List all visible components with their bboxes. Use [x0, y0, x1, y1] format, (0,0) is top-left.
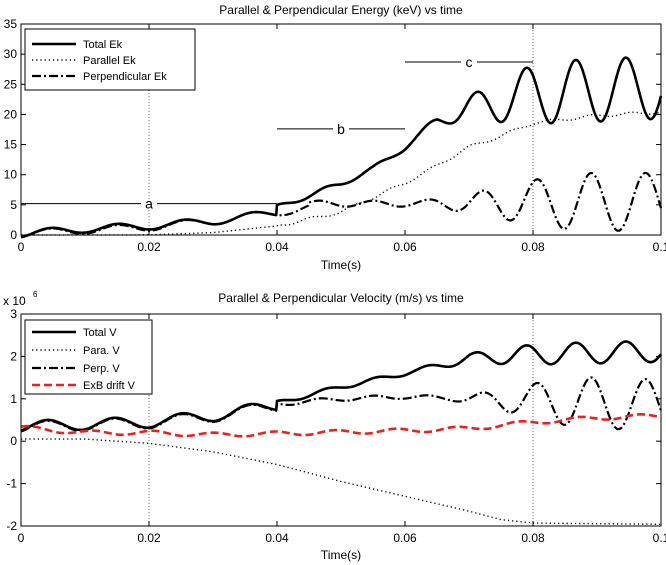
legend-parallel-ek-label: Parallel Ek	[83, 55, 136, 67]
velocity-series	[20, 340, 663, 525]
energy-ytick-label: 15	[4, 138, 18, 152]
annotation-b-label: b	[337, 121, 345, 137]
legend-total-v-label: Total V	[83, 327, 117, 339]
velocity-ytick-label: -2	[6, 519, 17, 533]
energy-ytick-label: 0	[10, 228, 17, 242]
energy-ytick-label: 20	[4, 107, 18, 121]
velocity-xtick-label: 0.08	[521, 531, 545, 545]
energy-xtick-label: 0.02	[137, 240, 161, 254]
energy-plot: Parallel & Perpendicular Energy (keV) vs…	[4, 3, 666, 272]
velocity-series-total-v	[20, 340, 663, 432]
velocity-xtick-label: 0.02	[137, 531, 161, 545]
energy-axes-box	[20, 23, 662, 236]
energy-ytick-label: 5	[10, 198, 17, 212]
energy-series-total-ek	[20, 56, 663, 239]
velocity-exponent-power: 6	[33, 290, 38, 299]
energy-xtick-label: 0.08	[521, 240, 545, 254]
velocity-exponent-label: x 10	[3, 294, 26, 308]
velocity-xlabel: Time(s)	[321, 548, 361, 562]
velocity-ytick-label: 0	[10, 434, 17, 448]
energy-ytick-label: 35	[4, 17, 18, 31]
energy-legend: Total Ek Parallel Ek Perpendicular Ek	[24, 28, 196, 91]
energy-series-perpendicular-ek	[20, 171, 663, 239]
velocity-title: Parallel & Perpendicular Velocity (m/s) …	[218, 291, 464, 305]
velocity-xtick-label: 0.06	[393, 531, 417, 545]
energy-xlabel: Time(s)	[321, 258, 361, 272]
velocity-xtick-label: 0.04	[265, 531, 289, 545]
legend-total-ek-label: Total Ek	[83, 39, 123, 51]
energy-series	[20, 56, 663, 239]
energy-ytick-label: 25	[4, 77, 18, 91]
velocity-marker-lines	[148, 314, 534, 526]
velocity-series-perp-v	[20, 376, 663, 433]
energy-title: Parallel & Perpendicular Energy (keV) vs…	[219, 3, 463, 17]
velocity-ytick-label: 1	[10, 392, 17, 406]
velocity-axes-box	[20, 313, 662, 527]
annotation-c-label: c	[466, 54, 473, 70]
energy-ticks: 0 0.02 0.04 0.06 0.08 0.1 0 5 10 15 20 25 30 35	[4, 17, 666, 254]
velocity-ytick-label: 2	[10, 349, 17, 363]
velocity-xtick-label: 0	[18, 531, 25, 545]
energy-series-parallel-ek	[21, 111, 662, 236]
energy-xtick-label: 0.04	[265, 240, 289, 254]
legend-exb-drift-v-label: ExB drift V	[83, 380, 136, 392]
energy-annotations: a b c	[21, 54, 533, 212]
energy-marker-lines	[148, 24, 534, 235]
velocity-plot: Parallel & Perpendicular Velocity (m/s) …	[3, 290, 666, 562]
velocity-ytick-label: 3	[10, 307, 17, 321]
legend-perpendicular-ek-label: Perpendicular Ek	[83, 71, 167, 83]
velocity-xtick-label: 0.1	[653, 531, 666, 545]
legend-para-v-label: Para. V	[83, 345, 120, 357]
velocity-ytick-label: -1	[6, 477, 17, 491]
energy-xtick-label: 0.1	[653, 240, 666, 254]
legend-perp-v-label: Perp. V	[83, 363, 120, 375]
energy-xtick-label: 0	[18, 240, 25, 254]
velocity-series-para-v	[21, 438, 661, 525]
energy-xtick-label: 0.06	[393, 240, 417, 254]
velocity-ticks: 0 0.02 0.04 0.06 0.08 0.1 -2 -1 0 1 2 3	[6, 307, 666, 545]
energy-ytick-label: 10	[4, 168, 18, 182]
annotation-a-label: a	[145, 196, 153, 212]
velocity-legend: Total V Para. V Perp. V ExB drift V	[24, 319, 153, 395]
energy-ytick-label: 30	[4, 47, 18, 61]
